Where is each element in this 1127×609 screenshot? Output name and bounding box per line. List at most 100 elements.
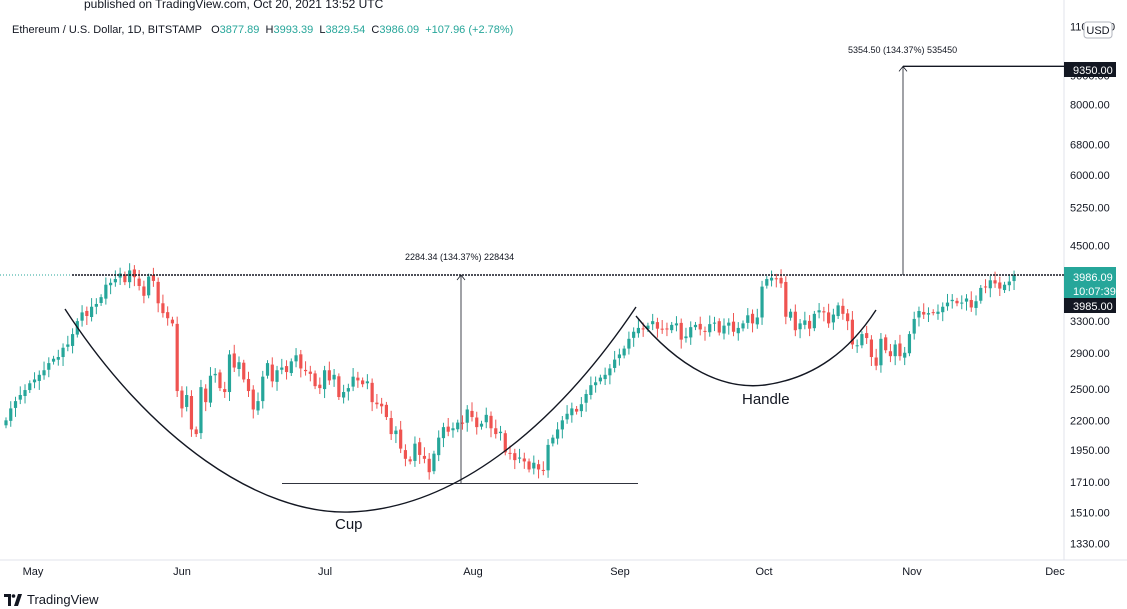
tradingview-logo[interactable]: TradingView bbox=[4, 592, 99, 607]
candle bbox=[403, 444, 408, 467]
candle bbox=[147, 273, 151, 299]
low-label: L bbox=[319, 24, 326, 36]
level-price-tag: 3985.00 bbox=[1064, 298, 1116, 313]
currency-badge[interactable]: USD bbox=[1083, 21, 1113, 39]
candle bbox=[85, 306, 89, 325]
candle bbox=[950, 294, 954, 309]
change-value: +107.96 (+2.78%) bbox=[425, 24, 514, 36]
x-tick-label: Oct bbox=[755, 566, 772, 578]
handle-label: Handle bbox=[742, 391, 790, 408]
candle bbox=[299, 349, 303, 378]
candle bbox=[793, 304, 797, 337]
bar-countdown: 10:07:39 bbox=[1073, 286, 1116, 298]
candle bbox=[674, 316, 679, 332]
candle bbox=[280, 358, 284, 375]
candle bbox=[123, 271, 127, 286]
candle bbox=[61, 343, 65, 366]
candle bbox=[484, 407, 488, 429]
candle bbox=[741, 320, 745, 332]
candle bbox=[332, 369, 336, 387]
y-tick-label: 6800.00 bbox=[1070, 139, 1110, 151]
top-bar: published on TradingView.com, Oct 20, 20… bbox=[0, 0, 1127, 12]
candle bbox=[394, 426, 398, 444]
y-tick-label: 8000.00 bbox=[1070, 99, 1110, 111]
x-tick-label: Sep bbox=[610, 566, 630, 578]
candle bbox=[418, 437, 422, 464]
candle bbox=[494, 419, 498, 439]
candle bbox=[708, 315, 712, 337]
y-tick-label: 2900.00 bbox=[1070, 348, 1110, 360]
candle bbox=[750, 309, 755, 333]
candle bbox=[289, 358, 293, 376]
candle bbox=[727, 318, 731, 335]
candle bbox=[627, 331, 631, 355]
candle bbox=[356, 371, 360, 388]
candle bbox=[465, 405, 469, 432]
candle bbox=[342, 384, 346, 404]
candle bbox=[208, 367, 213, 408]
candle bbox=[698, 316, 702, 336]
candle bbox=[684, 327, 688, 343]
candle bbox=[827, 303, 831, 328]
candle bbox=[23, 384, 27, 404]
candle bbox=[603, 367, 607, 386]
candle bbox=[489, 411, 493, 438]
candle bbox=[807, 315, 812, 337]
candle bbox=[294, 348, 298, 368]
y-tick-label: 1950.00 bbox=[1070, 445, 1110, 457]
candle bbox=[670, 321, 674, 334]
candle bbox=[66, 335, 70, 352]
candle bbox=[926, 307, 931, 323]
candle bbox=[1012, 270, 1016, 291]
candle bbox=[18, 386, 22, 405]
y-tick-label: 5250.00 bbox=[1070, 203, 1110, 215]
candle bbox=[941, 302, 945, 322]
candle bbox=[460, 415, 465, 430]
candle bbox=[251, 385, 255, 419]
candle bbox=[746, 308, 750, 329]
candle bbox=[256, 392, 260, 415]
candle bbox=[28, 380, 32, 394]
candle bbox=[42, 361, 46, 380]
price-chart[interactable]: 11000.009000.008000.006800.006000.005250… bbox=[0, 0, 1127, 590]
candle bbox=[784, 276, 788, 325]
candle bbox=[508, 445, 512, 460]
candle bbox=[893, 340, 897, 366]
candle bbox=[51, 355, 56, 365]
candle bbox=[380, 397, 384, 414]
candle bbox=[636, 319, 641, 338]
candle bbox=[555, 422, 560, 445]
currency-label: USD bbox=[1086, 25, 1109, 37]
candle bbox=[822, 306, 826, 322]
open-value: 3877.89 bbox=[219, 24, 260, 36]
candle bbox=[422, 447, 427, 464]
candle bbox=[879, 333, 883, 373]
y-tick-label: 1710.00 bbox=[1070, 477, 1110, 489]
candle bbox=[370, 378, 374, 412]
candle bbox=[655, 317, 660, 338]
candle bbox=[717, 318, 721, 336]
last-price-tag: 3986.09 10:07:39 bbox=[1064, 267, 1116, 299]
candle bbox=[817, 303, 821, 319]
candle bbox=[475, 411, 479, 435]
candle bbox=[988, 275, 992, 298]
candle bbox=[565, 405, 569, 424]
candle bbox=[270, 357, 274, 388]
symbol-name[interactable]: Ethereum / U.S. Dollar, 1D, BITSTAMP bbox=[12, 24, 202, 36]
candle bbox=[361, 377, 365, 388]
candle bbox=[451, 422, 455, 438]
x-tick-label: Jun bbox=[173, 566, 191, 578]
handle-curve[interactable] bbox=[635, 309, 877, 387]
candle bbox=[9, 401, 13, 427]
target-price-value: 9350.00 bbox=[1073, 65, 1113, 77]
cup-curve[interactable] bbox=[64, 306, 637, 513]
cup-depth-label: 2284.34 (134.37%) 228434 bbox=[405, 252, 514, 262]
target-move-arrow[interactable] bbox=[898, 65, 908, 275]
candle bbox=[960, 295, 964, 310]
candle bbox=[517, 448, 522, 464]
cup-depth-arrow[interactable] bbox=[456, 274, 466, 484]
candle bbox=[399, 420, 403, 454]
candle bbox=[860, 331, 864, 349]
candle bbox=[113, 270, 117, 287]
candle bbox=[408, 456, 412, 465]
